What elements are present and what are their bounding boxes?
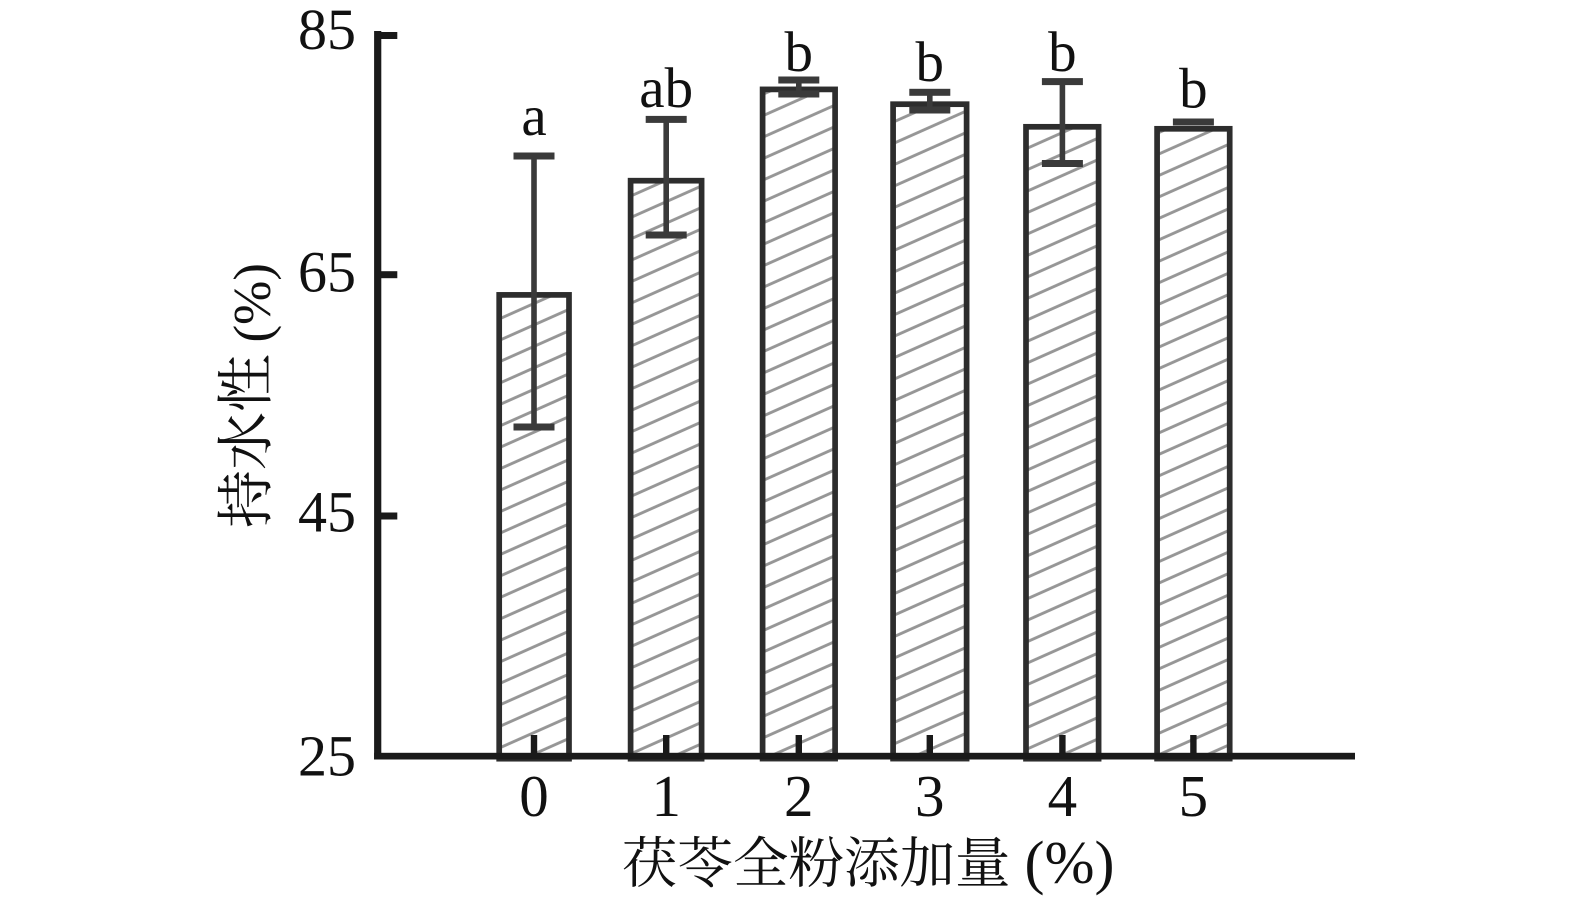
svg-text:25: 25 (298, 724, 356, 789)
svg-text:ab: ab (639, 57, 693, 120)
svg-text:4: 4 (1048, 763, 1078, 829)
svg-text:(%): (%) (1025, 830, 1115, 896)
svg-text:45: 45 (298, 480, 356, 545)
svg-text:5: 5 (1179, 763, 1209, 829)
svg-text:2: 2 (784, 763, 814, 829)
svg-text:0: 0 (519, 763, 549, 829)
svg-text:85: 85 (298, 0, 356, 62)
svg-text:b: b (916, 31, 945, 94)
svg-text:b: b (1048, 21, 1077, 84)
svg-text:1: 1 (651, 763, 681, 829)
svg-text:3: 3 (915, 763, 945, 829)
svg-text:(%): (%) (224, 263, 282, 342)
svg-text:b: b (785, 21, 814, 84)
svg-text:b: b (1179, 58, 1208, 121)
svg-text:a: a (521, 85, 546, 148)
svg-text:65: 65 (298, 240, 356, 305)
